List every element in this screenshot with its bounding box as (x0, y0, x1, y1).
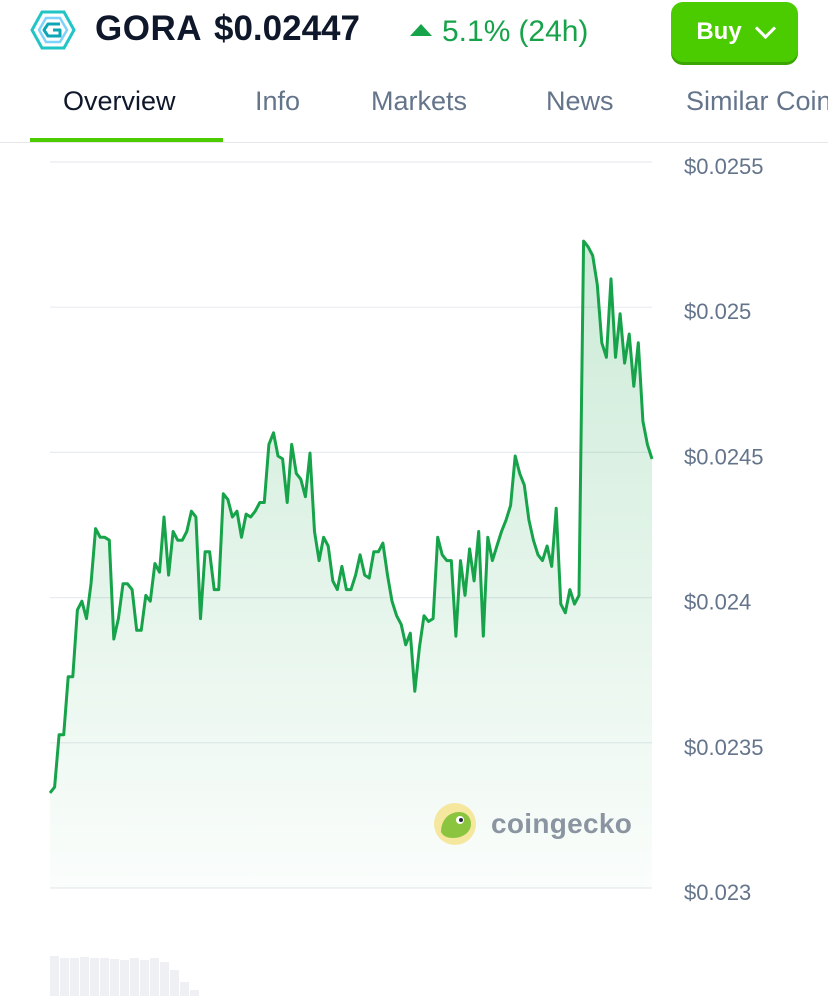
volume-bar (90, 958, 99, 996)
volume-bar (190, 990, 199, 996)
coin-symbol: GORA (95, 9, 202, 48)
y-tick-label: $0.0245 (684, 444, 764, 469)
volume-bar (120, 960, 129, 996)
price-chart[interactable]: $0.0255 $0.025 $0.0245 $0.024 $0.0235 $0.023 … (0, 142, 828, 996)
y-tick-label: $0.0255 (684, 154, 764, 179)
volume-bar (170, 970, 179, 996)
price-area-fill (50, 241, 652, 889)
coin-price: $0.02447 (214, 9, 360, 48)
tab-bar: Overview Info Markets News Similar Coins (0, 64, 828, 143)
volume-bar (150, 958, 159, 996)
buy-label: Buy (696, 18, 742, 45)
triangle-up-icon (410, 24, 432, 36)
volume-bar (160, 962, 169, 996)
change-period: (24h) (518, 15, 589, 48)
volume-bar (100, 958, 109, 996)
tab-news[interactable]: News (546, 86, 614, 116)
volume-bar (140, 960, 149, 996)
volume-bar (110, 959, 119, 996)
price-line (48, 239, 654, 794)
tab-info[interactable]: Info (255, 86, 301, 116)
coingecko-watermark: coingecko (433, 802, 632, 846)
active-tab-indicator (30, 138, 223, 142)
tab-overview[interactable]: Overview (63, 86, 176, 116)
gora-logo-icon (30, 10, 76, 50)
chevron-down-icon (754, 17, 776, 39)
gecko-logo-icon (434, 803, 476, 845)
volume-bar (130, 958, 139, 996)
buy-button[interactable]: Buy (671, 2, 798, 62)
watermark-text: coingecko (491, 808, 633, 839)
volume-bar (80, 957, 89, 996)
volume-bar (60, 958, 69, 996)
y-tick-label: $0.025 (684, 299, 751, 324)
coin-header: GORA $0.02447 5.1% (24h) Buy (0, 0, 828, 64)
tab-markets[interactable]: Markets (371, 86, 468, 116)
tab-similar-coins[interactable]: Similar Coins (686, 86, 828, 116)
price-change: 5.1% (24h) (410, 14, 588, 50)
y-tick-label: $0.024 (684, 590, 751, 615)
change-percent: 5.1% (442, 15, 511, 48)
volume-bar (180, 982, 189, 996)
volume-bar (50, 956, 59, 996)
volume-bar (70, 958, 79, 996)
y-tick-label: $0.0235 (684, 735, 764, 760)
y-tick-label: $0.023 (684, 880, 751, 905)
price-chart-svg: $0.0255 $0.025 $0.0245 $0.024 $0.0235 $0.023 (48, 154, 764, 996)
